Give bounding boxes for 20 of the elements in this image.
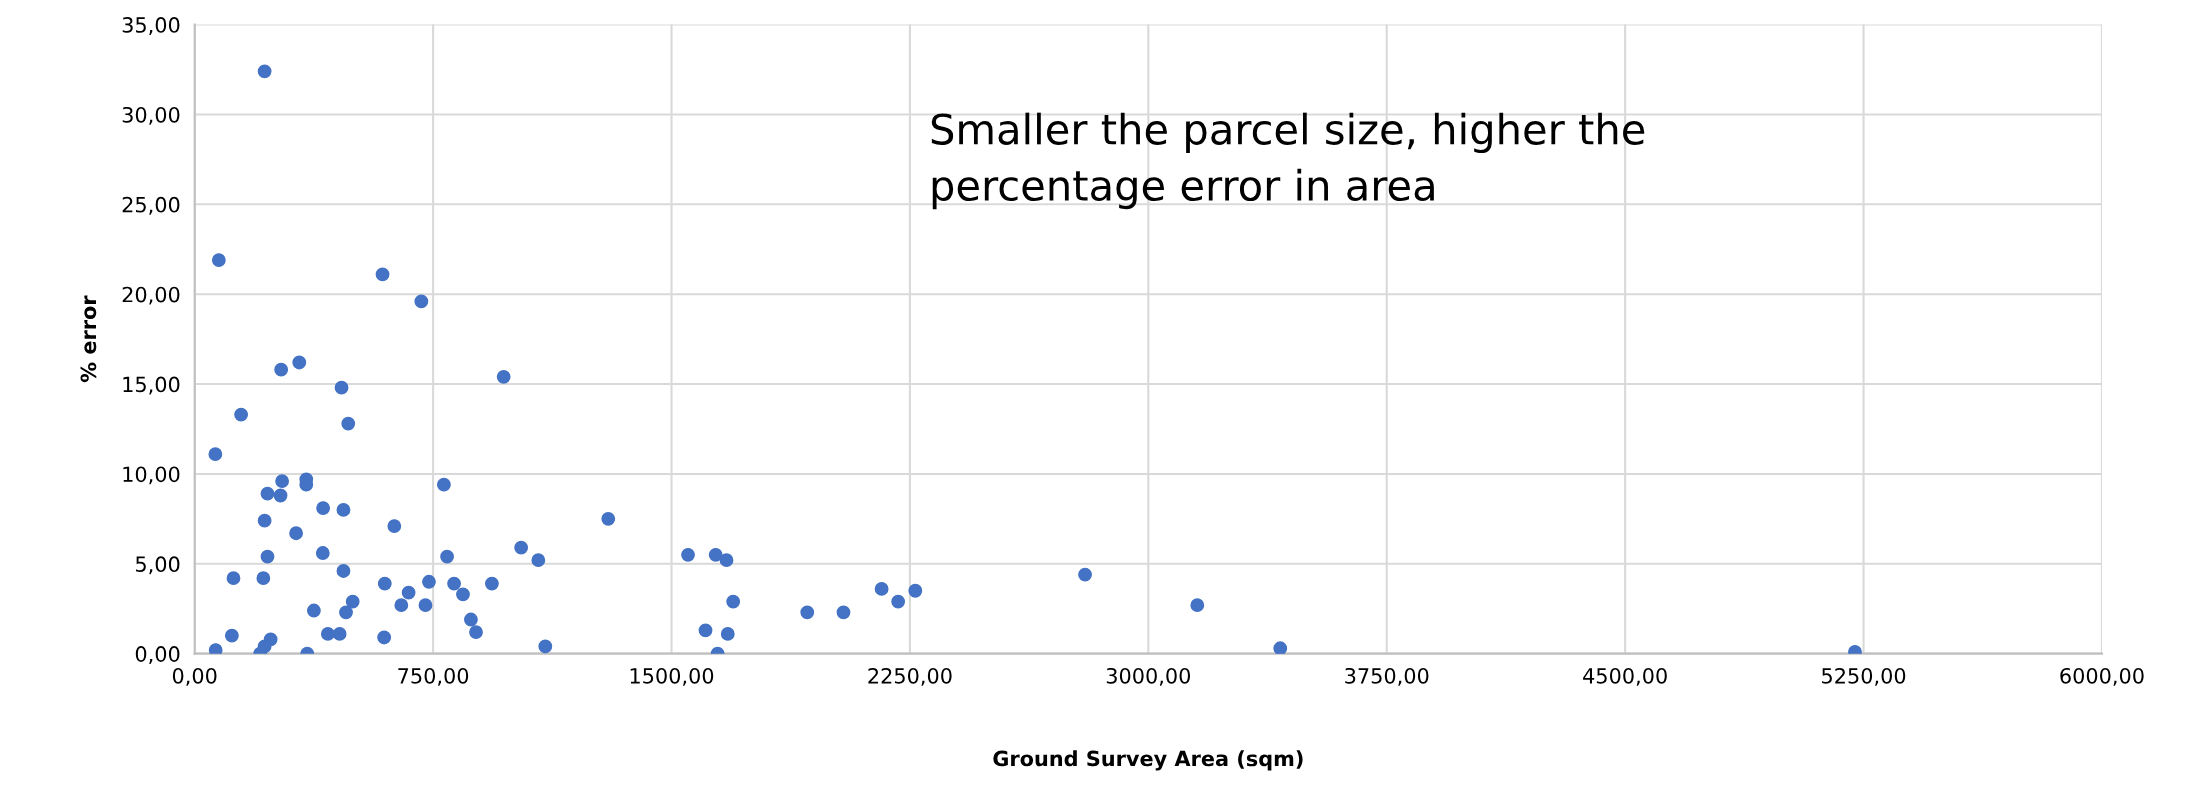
y-tick-label: 20,00 [122, 286, 180, 305]
x-tick-label: 2250,00 [868, 667, 952, 686]
y-tick-label: 0,00 [135, 646, 180, 664]
x-tick-label: 0,00 [172, 667, 217, 686]
y-tick-label: 30,00 [122, 106, 180, 125]
y-tick-label: 25,00 [122, 196, 180, 215]
y-tick-label: 15,00 [123, 376, 180, 395]
y-tick-label: 5,00 [136, 556, 180, 575]
x-tick-label: 3000,00 [1106, 667, 1191, 686]
y-tick-label: 10,00 [123, 466, 180, 485]
x-tick-label: 5250,00 [1822, 667, 1906, 686]
x-tick-label: 3750,00 [1345, 667, 1429, 686]
y-tick-label: 35,00 [122, 17, 180, 35]
y-axis-title: % error [80, 295, 97, 383]
x-tick-label: 1500,00 [630, 667, 714, 686]
x-axis-title: Ground Survey Area (sqm) [993, 750, 1303, 771]
x-tick-label: 4500,00 [1583, 667, 1667, 686]
x-tick-label: 750,00 [398, 667, 469, 686]
annotation: Smaller the parcel size, higher the percentage error in area [931, 112, 1645, 210]
x-tick-label: 6000,00 [2060, 667, 2144, 686]
